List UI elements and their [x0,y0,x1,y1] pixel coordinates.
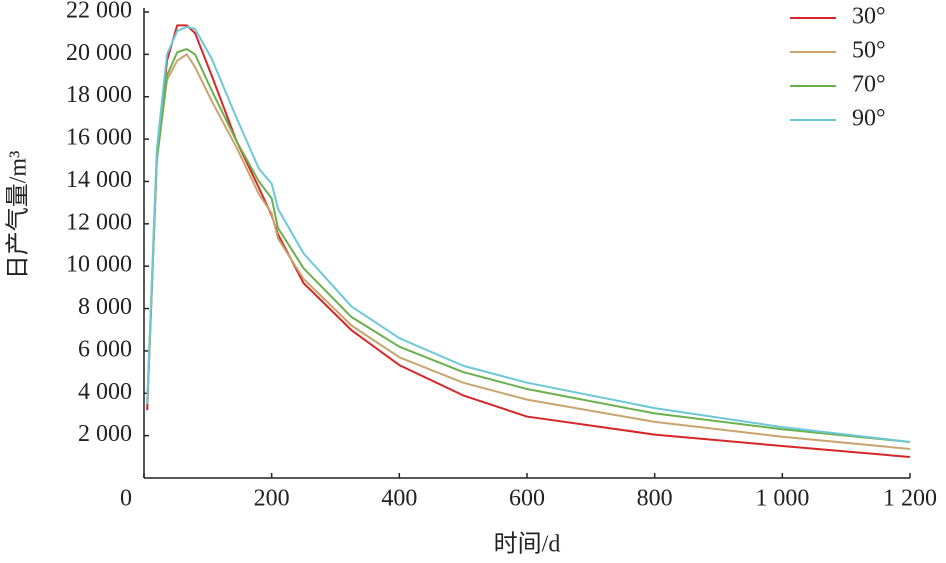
x-axis-label: 时间/d [494,531,561,558]
y-tick-label: 16 000 [66,125,132,151]
y-tick-label: 14 000 [66,167,132,193]
legend-label: 30° [852,4,886,30]
y-tick-label: 10 000 [66,252,132,278]
y-tick-label: 18 000 [66,82,132,108]
x-tick-label: 1 000 [755,486,809,512]
legend-label: 90° [852,106,886,132]
y-axis-label: 日产气量/m³ [5,151,32,280]
x-tick-label: 200 [254,486,290,512]
legend-label: 70° [852,72,886,98]
series-line [146,53,911,450]
x-tick-label: 400 [381,486,417,512]
x-tick-label: 800 [637,486,673,512]
y-tick-label: 4 000 [78,379,132,405]
y-tick-label: 6 000 [78,336,132,362]
series-line [146,48,911,443]
y-tick-label: 8 000 [78,294,132,320]
y-tick-label: 12 000 [66,209,132,235]
x-tick-label: 1 200 [883,486,937,512]
x-tick-label: 0 [120,486,132,512]
y-tick-label: 22 000 [66,0,132,24]
series-line [146,25,911,443]
x-tick-label: 600 [509,486,545,512]
series-line [146,24,911,459]
y-tick-label: 2 000 [78,421,132,447]
legend-label: 50° [852,38,886,64]
y-tick-label: 20 000 [66,40,132,66]
